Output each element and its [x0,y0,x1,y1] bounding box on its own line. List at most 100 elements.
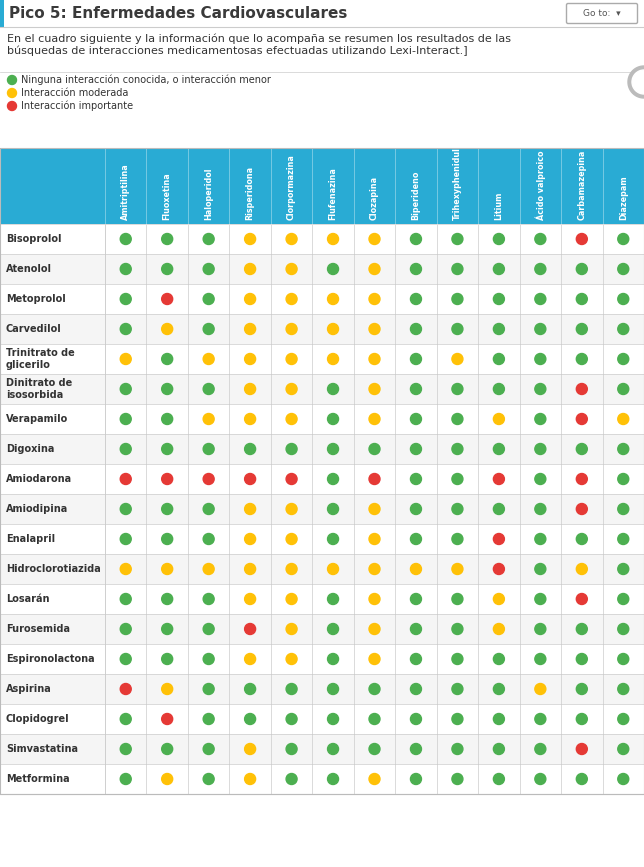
Circle shape [328,714,339,725]
Text: Carbamazepina: Carbamazepina [577,150,586,220]
Circle shape [286,444,297,454]
FancyBboxPatch shape [567,3,638,23]
Circle shape [328,354,339,364]
Circle shape [493,623,504,635]
Circle shape [162,744,173,754]
Circle shape [576,414,587,425]
Circle shape [162,683,173,694]
Circle shape [203,773,214,785]
Text: Enalapril: Enalapril [6,534,55,544]
Circle shape [410,714,421,725]
Circle shape [162,533,173,544]
Circle shape [452,473,463,485]
Circle shape [618,354,629,364]
Bar [0,494,644,524]
Circle shape [286,623,297,635]
Circle shape [328,683,339,694]
Circle shape [328,594,339,604]
Circle shape [618,294,629,304]
Circle shape [162,264,173,275]
Circle shape [120,264,131,275]
Circle shape [328,414,339,425]
Circle shape [245,744,256,754]
Circle shape [535,294,546,304]
Circle shape [328,264,339,275]
Circle shape [410,623,421,635]
Circle shape [493,564,504,575]
Circle shape [203,683,214,694]
Circle shape [162,654,173,664]
Circle shape [162,414,173,425]
Circle shape [369,683,380,694]
Circle shape [286,744,297,754]
Bar [0,644,644,674]
Bar [0,704,644,734]
Circle shape [120,294,131,304]
Circle shape [245,683,256,694]
Circle shape [245,594,256,604]
Circle shape [493,744,504,754]
Bar [0,614,644,644]
Circle shape [203,654,214,664]
Bar [0,224,644,254]
Text: Metoprolol: Metoprolol [6,294,66,304]
Circle shape [328,533,339,544]
Text: Metformina: Metformina [6,774,70,784]
Circle shape [452,594,463,604]
Circle shape [410,264,421,275]
Circle shape [286,504,297,514]
Circle shape [369,323,380,335]
Circle shape [618,714,629,725]
Circle shape [286,683,297,694]
Circle shape [452,354,463,364]
Circle shape [452,773,463,785]
Circle shape [120,773,131,785]
Text: Simvastatina: Simvastatina [6,744,78,754]
Text: Amiodarona: Amiodarona [6,474,72,484]
Circle shape [576,623,587,635]
Circle shape [369,533,380,544]
Circle shape [493,444,504,454]
Circle shape [286,773,297,785]
Text: Espironolactona: Espironolactona [6,654,95,664]
Circle shape [8,75,17,84]
Circle shape [245,533,256,544]
Circle shape [410,594,421,604]
Circle shape [245,654,256,664]
Circle shape [410,683,421,694]
Circle shape [535,444,546,454]
Circle shape [576,294,587,304]
Circle shape [410,744,421,754]
Circle shape [493,264,504,275]
Bar [0,344,644,374]
Circle shape [203,504,214,514]
Text: Haloperidol: Haloperidol [204,167,213,220]
Circle shape [410,504,421,514]
Circle shape [493,383,504,394]
Circle shape [286,564,297,575]
Text: Amitriptilina: Amitriptilina [121,163,130,220]
Circle shape [576,444,587,454]
Circle shape [576,564,587,575]
Circle shape [328,294,339,304]
Circle shape [162,714,173,725]
Circle shape [286,294,297,304]
Circle shape [120,233,131,244]
Circle shape [162,323,173,335]
Circle shape [618,683,629,694]
Bar [0,584,644,614]
Text: Interacción moderada: Interacción moderada [21,88,128,98]
Circle shape [410,414,421,425]
Circle shape [245,233,256,244]
Circle shape [286,383,297,394]
Circle shape [120,683,131,694]
Circle shape [410,383,421,394]
Polygon shape [628,66,644,98]
Circle shape [162,623,173,635]
Bar [0,284,644,314]
Circle shape [8,101,17,110]
Circle shape [452,564,463,575]
Bar [0,314,644,344]
Circle shape [535,714,546,725]
Circle shape [452,654,463,664]
